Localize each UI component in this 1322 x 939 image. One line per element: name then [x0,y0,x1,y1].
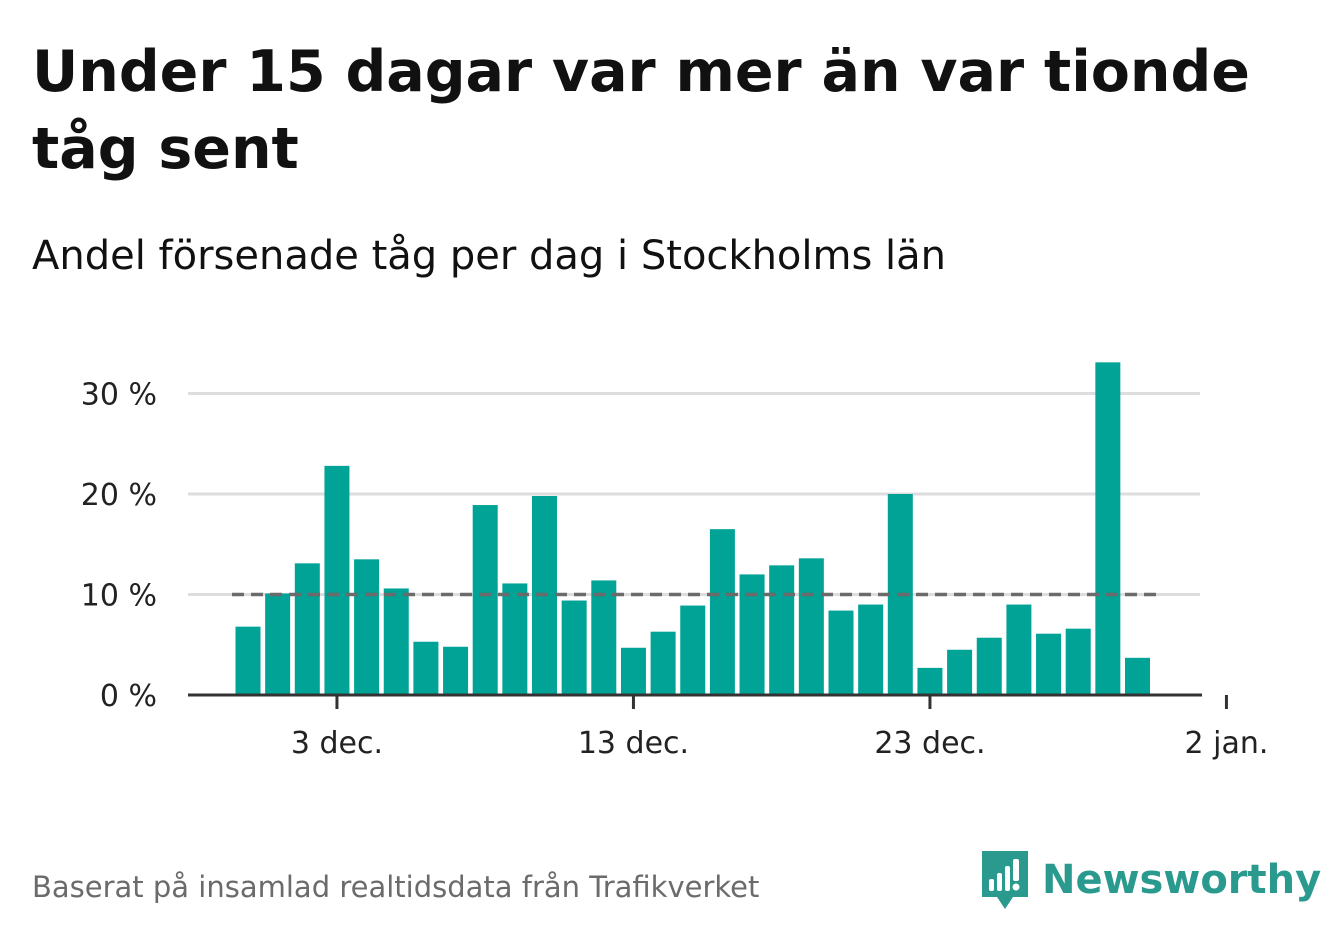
bar [947,649,973,695]
bar [828,610,854,695]
bar [709,529,735,695]
bar [265,593,291,695]
bar [235,626,261,695]
bars [235,362,1150,695]
bar [769,565,795,695]
bar [739,574,765,695]
bar [472,505,498,695]
bar [591,580,617,695]
y-tick-label: 0 % [100,679,157,714]
bar [680,605,706,695]
bar [502,583,528,695]
newsworthy-logo-icon [982,851,1028,909]
x-tick-label: 13 dec. [578,726,689,761]
brand-logo: Newsworthy [980,848,1321,912]
bar [1065,628,1091,695]
bar [561,600,587,695]
brand-name: Newsworthy [1042,857,1322,903]
y-tick-label: 10 % [81,579,157,614]
bar [976,637,1002,695]
y-tick-label: 20 % [81,478,157,513]
bar [917,667,943,695]
x-tick-label: 3 dec. [291,726,383,761]
bar [1125,657,1150,695]
chart-title: Under 15 dagar var mer än var tionde tåg… [32,39,1250,182]
bar [294,563,320,695]
x-tick-label: 2 jan. [1184,726,1268,761]
bar [798,558,824,695]
bar [383,588,409,695]
bar [324,465,350,695]
bar [620,647,646,695]
bar-chart: 0 % 10 % 20 % 30 % 3 dec. 13 dec. 23 dec. 2 jan… [81,362,1269,762]
x-tick-label: 23 dec. [874,726,985,761]
axes: 0 % 10 % 20 % 30 % 3 dec. 13 dec. 23 dec. 2 jan… [81,378,1269,762]
bar [443,646,469,695]
source-note: Baserat på insamlad realtidsdata från Tr… [32,870,760,904]
y-tick-label: 30 % [81,378,157,413]
bar [1006,604,1032,695]
bar [1095,362,1121,695]
bar [354,559,380,695]
bar [1036,633,1062,695]
bar [413,641,439,695]
bar [650,631,676,695]
bar [858,604,884,695]
chart-subtitle: Andel försenade tåg per dag i Stockholms… [32,233,947,279]
